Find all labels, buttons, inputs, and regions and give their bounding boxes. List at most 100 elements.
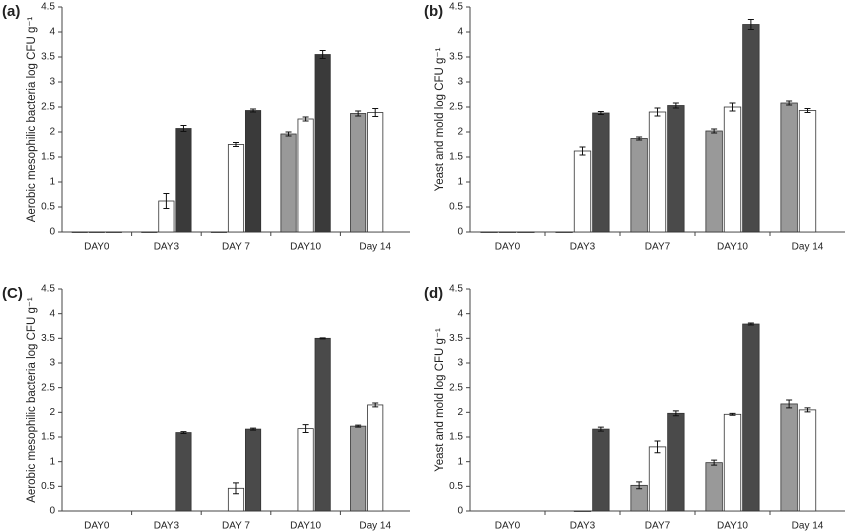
x-tick-label: Day 14 — [359, 521, 391, 531]
y-tick-label: 4.5 — [449, 284, 463, 295]
y-tick-label: 3.5 — [41, 333, 55, 344]
y-tick-label: 1.5 — [449, 432, 463, 443]
y-tick-label: 4 — [49, 308, 55, 319]
x-tick-label: DAY3 — [154, 521, 180, 531]
error-bar — [180, 125, 187, 132]
bar — [105, 231, 122, 233]
y-tick-label: 1 — [457, 177, 463, 188]
bar — [517, 231, 535, 233]
error-bar — [250, 108, 257, 113]
error-bar — [672, 410, 679, 417]
x-tick-label: DAY0 — [495, 242, 521, 253]
y-tick-label: 3 — [457, 358, 463, 369]
y-tick-label: 1 — [457, 456, 463, 467]
error-bar — [711, 128, 718, 134]
y-tick-label: 3.5 — [449, 333, 463, 344]
y-tick-label: 3 — [49, 77, 55, 88]
y-tick-label: 2 — [49, 127, 55, 138]
error-bar — [729, 412, 736, 416]
error-bar — [302, 424, 309, 434]
x-tick-label: DAY 7 — [222, 242, 250, 253]
y-tick-label: 1 — [49, 177, 55, 188]
y-tick-label: 2 — [457, 127, 463, 138]
error-bar — [355, 424, 362, 428]
bar — [742, 323, 760, 512]
bar — [723, 413, 742, 512]
bar — [630, 138, 648, 233]
bar — [244, 428, 262, 512]
y-axis-label: Yeast and mold log CFU g⁻¹ — [434, 47, 446, 191]
y-tick-label: 1 — [49, 456, 55, 467]
bar — [555, 231, 573, 233]
x-tick-label: DAY10 — [717, 242, 748, 253]
bar — [648, 111, 667, 233]
y-tick-label: 4 — [457, 308, 463, 319]
panel: (a) Aerobic mesophilic bacteria log CFU g… — [2, 2, 410, 253]
error-bar — [302, 116, 309, 122]
error-bar — [654, 440, 661, 454]
error-bar — [233, 142, 239, 147]
x-tick-label: DAY7 — [645, 242, 671, 253]
bar — [780, 403, 798, 512]
bar — [227, 144, 245, 233]
x-tick-label: Day 14 — [792, 242, 824, 253]
bar — [141, 231, 158, 233]
error-bar — [355, 110, 362, 117]
y-tick-label: 1.5 — [41, 152, 55, 163]
y-tick-label: 0 — [49, 227, 55, 238]
y-tick-label: 0 — [49, 506, 55, 517]
bar — [498, 231, 517, 233]
error-bar — [636, 481, 643, 490]
y-tick-label: 4.5 — [41, 2, 55, 13]
x-tick-label: Day 14 — [792, 521, 824, 531]
error-bar — [654, 107, 661, 117]
error-bar — [579, 146, 586, 156]
error-bar — [285, 131, 292, 137]
error-bar — [319, 337, 326, 340]
x-tick-label: DAY3 — [570, 242, 596, 253]
y-tick-label: 2.5 — [41, 382, 55, 393]
bar — [280, 133, 297, 233]
bar — [723, 106, 742, 233]
bar — [71, 231, 88, 233]
y-tick-label: 0.5 — [449, 481, 463, 492]
y-tick-label: 2.5 — [449, 382, 463, 393]
y-axis-label: Yeast and mold log CFU g⁻¹ — [434, 328, 446, 472]
panel: (C)Aerobic mesophilic bacteria log CFU g… — [2, 284, 410, 531]
bar — [648, 446, 667, 512]
x-tick-label: DAY7 — [645, 521, 671, 531]
y-tick-label: 2.5 — [41, 102, 55, 113]
error-bar — [804, 407, 811, 413]
error-bar — [636, 136, 643, 141]
y-axis-label: Aerobic mesophilic bacteria log CFU g⁻¹ — [26, 17, 38, 223]
y-tick-label: 0 — [457, 506, 463, 517]
x-tick-label: DAY0 — [495, 521, 521, 531]
panel: (d) Yeast and mold log CFU g⁻¹ 0 0.5 1 1.5 2 2.… — [424, 284, 845, 531]
error-bar — [672, 102, 679, 109]
bar — [573, 510, 592, 512]
bar — [350, 113, 367, 233]
bar — [798, 409, 817, 512]
panel-label: (b) — [424, 3, 443, 20]
error-bar — [786, 100, 793, 106]
error-bar — [597, 111, 604, 115]
bar — [592, 428, 610, 512]
bar — [667, 105, 685, 233]
x-tick-label: DAY10 — [290, 521, 321, 531]
bar — [297, 428, 314, 512]
bar — [244, 110, 262, 233]
y-tick-label: 1.5 — [449, 152, 463, 163]
x-tick-label: DAY10 — [717, 521, 748, 531]
bar — [350, 425, 367, 512]
bar — [367, 404, 384, 512]
error-bar — [372, 108, 379, 117]
y-tick-label: 3 — [457, 77, 463, 88]
y-tick-label: 1.5 — [41, 432, 55, 443]
y-tick-label: 2 — [49, 407, 55, 418]
y-tick-label: 4.5 — [449, 2, 463, 13]
bar — [573, 150, 592, 233]
bar — [314, 337, 331, 512]
y-tick-label: 3.5 — [41, 52, 55, 63]
error-bar — [250, 427, 257, 431]
